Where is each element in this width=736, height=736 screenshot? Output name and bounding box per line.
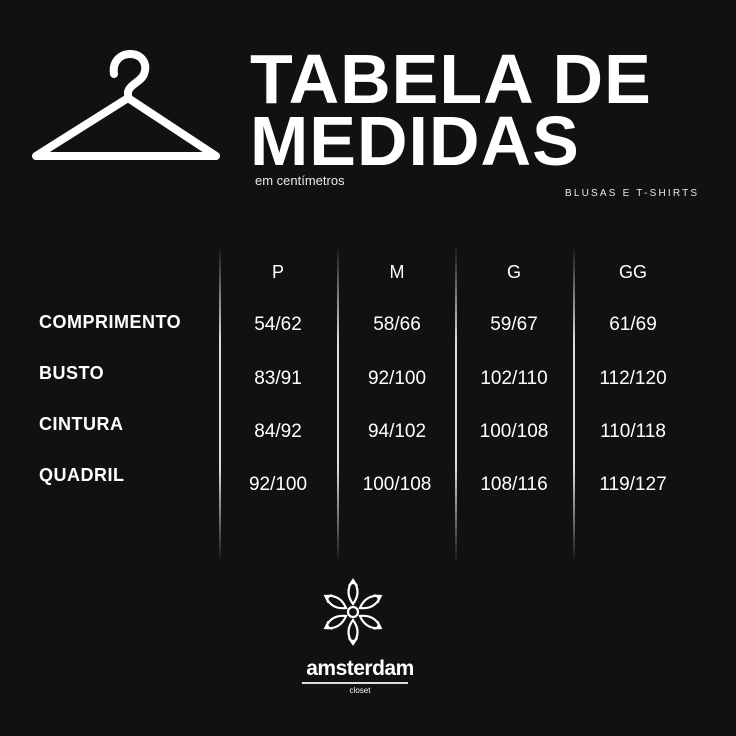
table-cell: 84/92 <box>254 421 302 442</box>
row-label: BUSTO <box>39 363 105 383</box>
table-cell: 108/116 <box>480 474 548 495</box>
brand-name: amsterdam <box>306 657 414 680</box>
category-label: BLUSAS E T-SHIRTS <box>565 188 700 199</box>
column-divider <box>337 245 339 563</box>
title-line-2: MEDIDAS <box>250 102 580 180</box>
table-cell: 100/108 <box>479 421 549 442</box>
table-cell: 100/108 <box>362 474 432 495</box>
column-divider <box>573 245 575 563</box>
column-divider <box>455 245 457 563</box>
title-line-1: TABELA DE <box>250 40 652 118</box>
table-cell: 59/67 <box>490 314 538 335</box>
table-cell: 119/127 <box>599 474 667 495</box>
subtitle: em centímetros <box>255 173 345 188</box>
brand-underline <box>302 682 408 684</box>
table-cell: 94/102 <box>367 421 427 442</box>
table-cell: 83/91 <box>254 368 302 389</box>
column-header-gg: GG <box>618 262 647 282</box>
table-cell: 92/100 <box>248 474 308 495</box>
table-cell: 54/62 <box>254 314 302 335</box>
table-cell: 58/66 <box>373 314 421 335</box>
table-cell: 61/69 <box>609 314 657 335</box>
row-label: CINTURA <box>39 414 124 434</box>
column-header-g: G <box>506 262 521 282</box>
column-header-m: M <box>389 262 405 282</box>
table-cell: 92/100 <box>367 368 427 389</box>
column-divider <box>219 245 221 563</box>
brand-tagline: closet <box>349 686 371 695</box>
hanger-icon <box>32 50 220 160</box>
table-cell: 112/120 <box>599 368 667 389</box>
row-label: QUADRIL <box>39 465 125 485</box>
column-header-p: P <box>271 262 284 282</box>
row-label: COMPRIMENTO <box>39 312 182 332</box>
table-cell: 102/110 <box>480 368 548 389</box>
table-cell: 110/118 <box>600 421 666 442</box>
snowflake-logo-icon <box>321 578 385 646</box>
